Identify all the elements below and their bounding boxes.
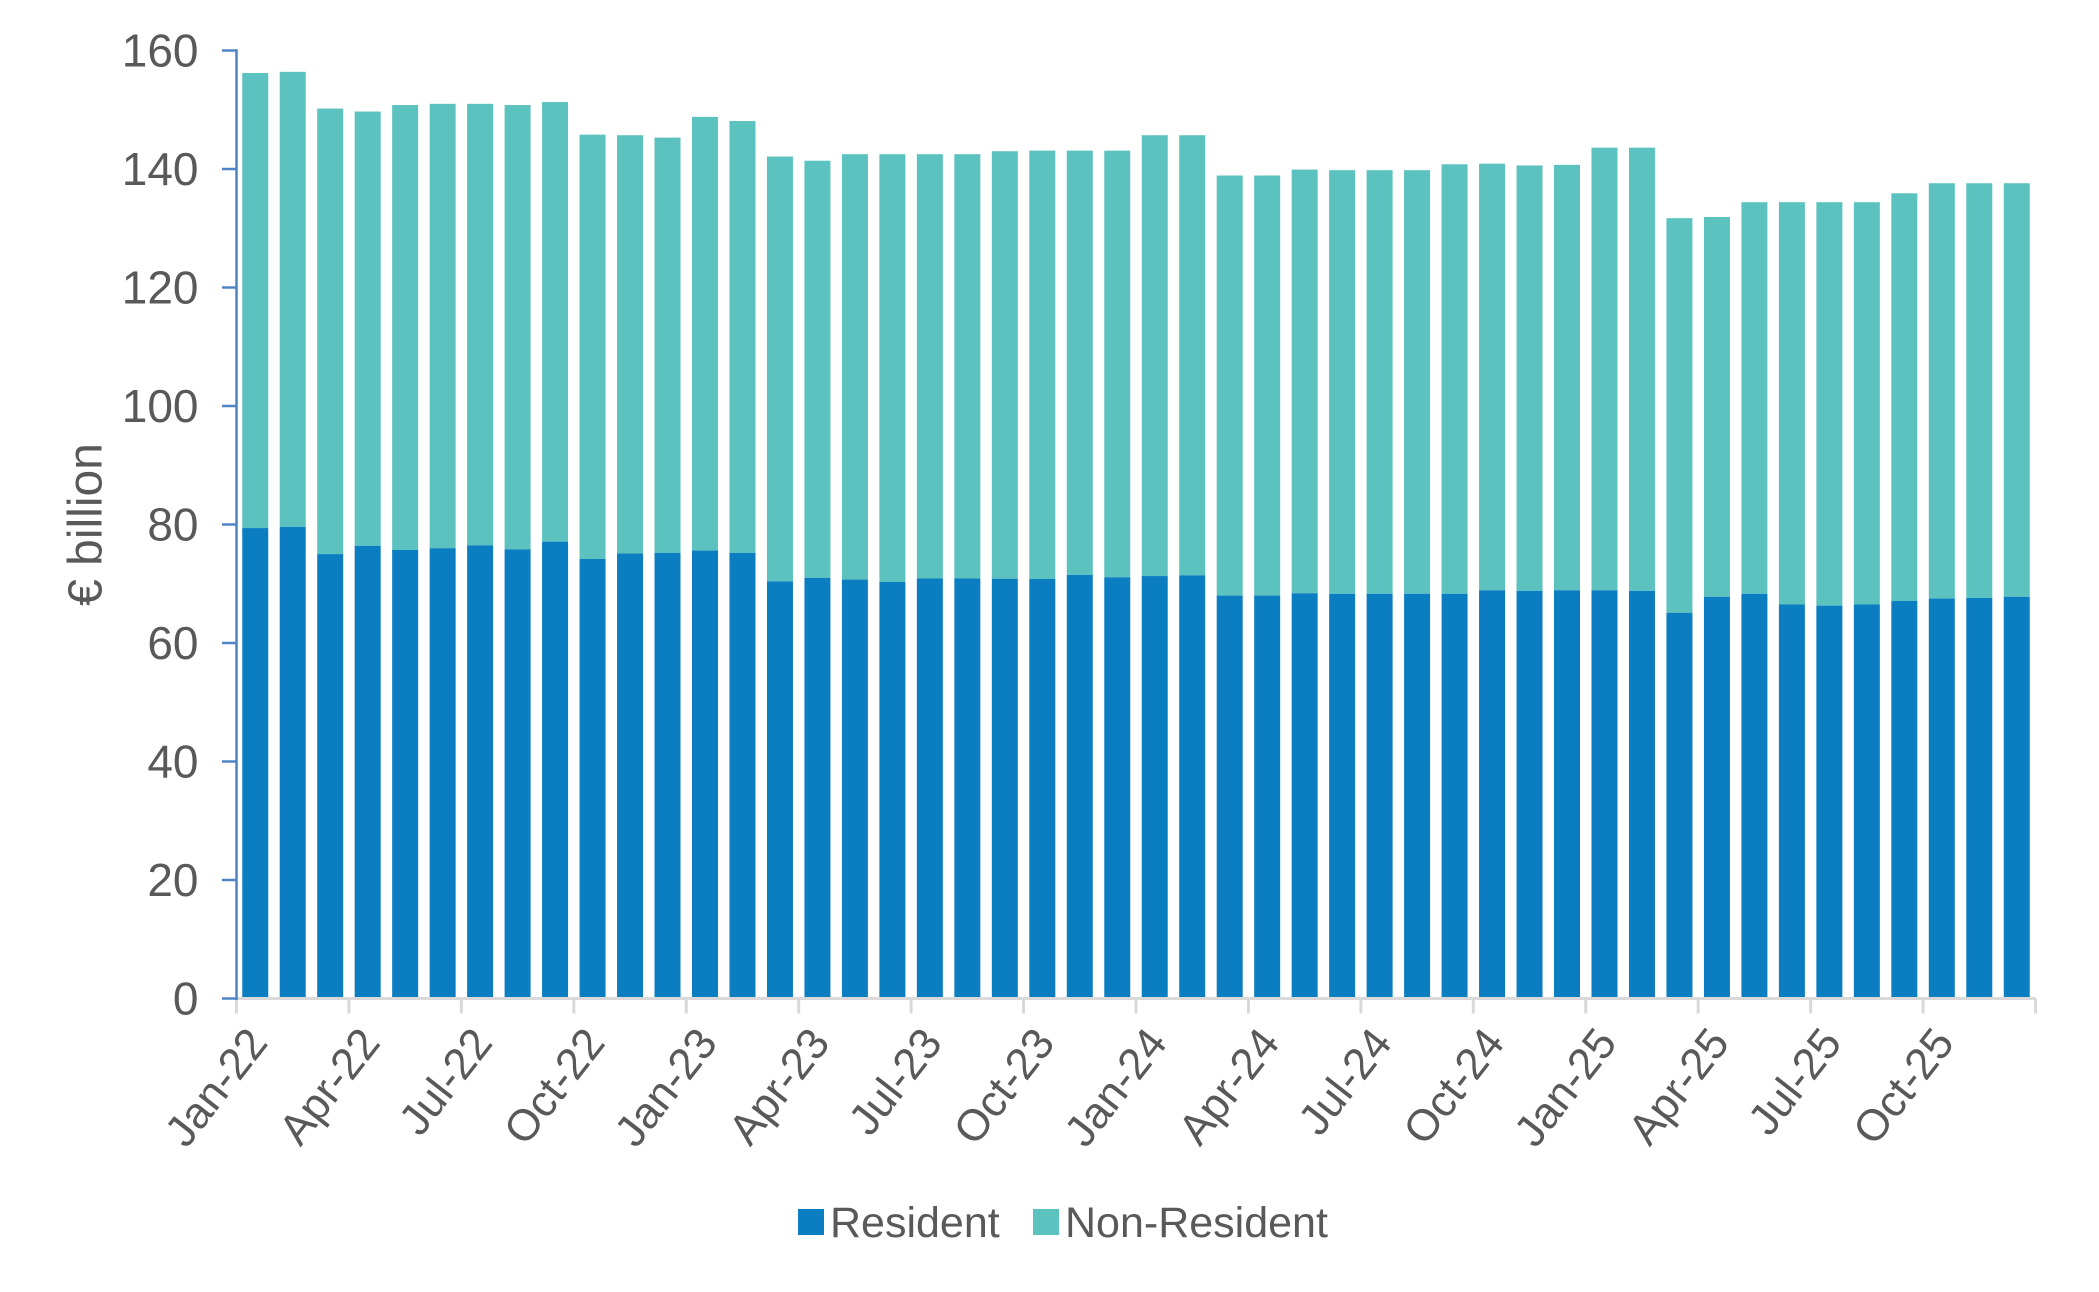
svg-text:80: 80 [147,499,198,551]
svg-text:€ billion: € billion [60,443,113,606]
svg-text:Non-Resident: Non-Resident [1065,1199,1328,1247]
svg-text:100: 100 [122,380,199,432]
svg-text:0: 0 [173,973,199,1025]
svg-text:20: 20 [147,854,198,906]
svg-text:120: 120 [122,262,199,314]
svg-text:160: 160 [122,25,199,77]
svg-text:Resident: Resident [830,1199,1000,1247]
svg-text:60: 60 [147,617,198,669]
svg-text:140: 140 [122,143,199,195]
svg-text:40: 40 [147,736,198,788]
